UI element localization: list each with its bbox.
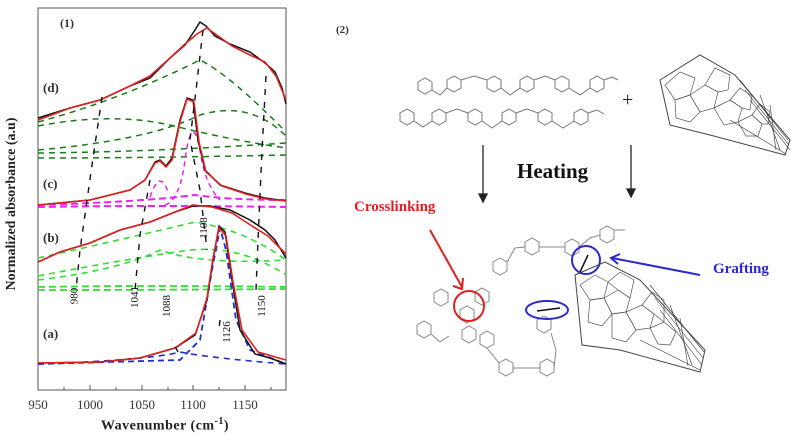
curve-label-d: (d) <box>43 80 59 95</box>
crosslinked-polymer <box>416 225 625 377</box>
crosslinking-arrow <box>429 229 464 291</box>
curve-c <box>37 97 287 208</box>
x-tick-1050: 1050 <box>129 397 155 412</box>
crosslinking-highlight-circle <box>453 290 485 322</box>
grafting-label: Grafting <box>713 261 769 277</box>
polyaniline-chain-top <box>417 75 619 96</box>
curve-label-a: (a) <box>43 326 59 341</box>
x-axis-ticks <box>37 385 272 390</box>
grafting-highlight-circle <box>571 245 601 275</box>
panel-1-label: (1) <box>60 16 74 30</box>
graft-bond-2 <box>579 254 589 273</box>
curve-label-c: (c) <box>43 176 58 191</box>
reaction-arrows <box>477 145 637 204</box>
x-tick-1000: 1000 <box>77 397 103 412</box>
crosslinking-label: Crosslinking <box>354 199 436 215</box>
carbon-nanotube-bottom <box>574 261 706 373</box>
panel-2-label: (2) <box>336 24 349 36</box>
carbon-nanotube-top <box>659 54 791 156</box>
x-tick-1150: 1150 <box>232 397 258 412</box>
x-axis-label: Wavenumber (cm-1) <box>60 416 270 435</box>
grafting-arrow <box>609 253 701 276</box>
polyaniline-chain-bottom <box>399 108 605 129</box>
curve-label-b: (b) <box>43 230 59 245</box>
peak-guide-lines <box>75 29 267 353</box>
x-axis-label-sup: -1 <box>214 416 224 427</box>
curve-a <box>37 224 287 365</box>
x-axis-label-close: ) <box>223 418 230 434</box>
curve-b <box>37 204 287 291</box>
x-tick-1100: 1100 <box>180 397 206 412</box>
x-tick-950: 950 <box>28 397 48 412</box>
heating-label: Heating <box>517 159 589 183</box>
curve-d <box>37 20 287 159</box>
graft-bond <box>536 307 561 312</box>
plus-sign: + <box>622 89 634 111</box>
x-axis-label-text: Wavenumber (cm <box>100 418 215 434</box>
grafting-highlight-ellipse <box>525 300 569 320</box>
